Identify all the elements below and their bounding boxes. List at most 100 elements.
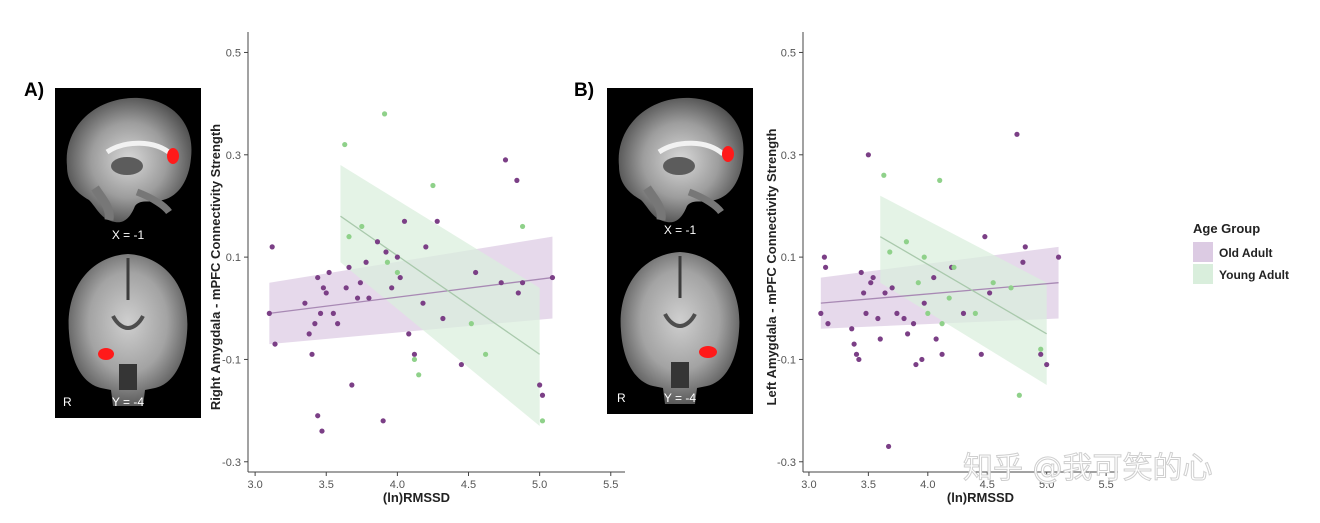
data-point-old-adult [982, 234, 988, 240]
data-point-old-adult [383, 249, 389, 255]
coronal-slice [68, 254, 188, 406]
data-point-old-adult [434, 218, 440, 224]
data-point-young-adult [359, 223, 365, 230]
data-point-old-adult [851, 341, 857, 347]
y-tick-label: 0.1 [781, 252, 796, 264]
panel-label-a: A) [24, 80, 44, 101]
data-point-old-adult [910, 321, 917, 327]
data-point-old-adult [901, 315, 907, 322]
legend-swatch-old-adult [1193, 242, 1213, 262]
data-point-young-adult [342, 141, 348, 148]
x-tick-label: 3.0 [801, 479, 816, 491]
data-point-old-adult [913, 361, 919, 368]
data-point-old-adult [889, 285, 895, 291]
coronal-slice [620, 252, 740, 404]
data-point-young-adult [990, 280, 996, 286]
data-point-young-adult [416, 372, 422, 378]
data-point-old-adult [312, 321, 318, 327]
data-point-old-adult [1038, 351, 1044, 357]
data-point-old-adult [1055, 254, 1062, 260]
data-point-old-adult [315, 413, 321, 419]
data-point-young-adult [519, 223, 526, 230]
data-point-old-adult [856, 356, 862, 363]
data-point-old-adult [858, 269, 864, 276]
panel-label-b: B) [574, 80, 594, 101]
x-tick-label: 3.5 [861, 479, 876, 491]
data-point-old-adult [380, 418, 386, 424]
data-point-young-adult [946, 295, 952, 301]
y-axis-title: Left Amygdala - mPFC Connectivity Streng… [764, 129, 779, 406]
data-point-old-adult [423, 244, 429, 250]
data-point-old-adult [822, 264, 829, 270]
brain-image-a: X = -1 R Y = -4 [55, 88, 201, 418]
side-label: R [617, 391, 626, 405]
mpfc-region-marker [722, 146, 734, 162]
data-point-young-adult [903, 239, 910, 245]
data-point-old-adult [849, 326, 855, 332]
data-point-old-adult [1014, 131, 1020, 137]
regression-line-old-adult [269, 276, 553, 315]
data-point-old-adult [514, 177, 520, 183]
data-point-old-adult [320, 285, 326, 291]
data-point-young-adult [972, 310, 978, 316]
regression-line-young-adult [879, 236, 1048, 335]
data-point-young-adult [1038, 346, 1044, 352]
data-point-young-adult [430, 182, 436, 189]
x-tick-label: 4.5 [461, 479, 476, 491]
data-point-old-adult [458, 361, 464, 368]
data-point-old-adult [326, 269, 332, 276]
data-point-old-adult [939, 351, 945, 357]
data-point-young-adult [1016, 392, 1022, 398]
data-point-old-adult [343, 285, 349, 291]
data-point-old-adult [539, 392, 546, 398]
data-point-young-adult [925, 310, 931, 316]
data-point-old-adult [905, 331, 911, 337]
data-point-old-adult [397, 274, 403, 281]
data-point-old-adult [346, 264, 352, 270]
x-tick-label: 5.0 [532, 479, 547, 491]
amygdala-region-marker [98, 348, 114, 360]
data-point-old-adult [882, 290, 888, 296]
data-point-old-adult [875, 315, 881, 322]
data-point-old-adult [317, 310, 324, 316]
data-point-old-adult [865, 152, 871, 158]
data-point-old-adult [818, 310, 824, 316]
data-point-old-adult [406, 331, 412, 337]
data-point-old-adult [354, 295, 361, 301]
y-tick-label: -0.3 [222, 457, 241, 469]
data-point-old-adult [269, 244, 275, 250]
sagittal-slice [66, 97, 192, 223]
data-point-old-adult [921, 300, 927, 306]
data-point-old-adult [302, 300, 308, 306]
data-point-young-adult [411, 356, 418, 363]
data-point-old-adult [515, 290, 521, 296]
y-tick-label: 0.3 [226, 150, 241, 162]
data-point-old-adult [987, 290, 993, 296]
data-point-young-adult [1008, 285, 1014, 291]
data-point-old-adult [330, 310, 336, 316]
data-point-old-adult [885, 443, 892, 450]
x-tick-label: 5.5 [1098, 479, 1113, 491]
x-tick-label: 5.5 [603, 479, 618, 491]
y-tick-label: -0.3 [777, 457, 796, 469]
data-point-old-adult [315, 274, 321, 281]
data-point-old-adult [868, 280, 874, 286]
legend-label-old-adult: Old Adult [1219, 246, 1273, 260]
data-point-old-adult [319, 428, 325, 434]
x-tick-label: 3.0 [247, 479, 262, 491]
data-point-old-adult [363, 259, 369, 265]
x-axis-title: (ln)RMSSD [947, 490, 1014, 505]
data-point-young-adult [384, 259, 391, 265]
data-point-old-adult [933, 336, 939, 342]
legend-swatch-young-adult [1193, 264, 1213, 284]
data-point-old-adult [411, 351, 418, 357]
x-tick-label: 5.0 [1039, 479, 1054, 491]
data-point-young-adult [394, 269, 400, 276]
data-point-old-adult [306, 331, 312, 337]
data-point-old-adult [420, 300, 426, 306]
data-point-old-adult [502, 157, 509, 163]
regression-line-old-adult [820, 282, 1059, 304]
data-point-old-adult [498, 280, 504, 286]
data-point-old-adult [863, 310, 869, 316]
